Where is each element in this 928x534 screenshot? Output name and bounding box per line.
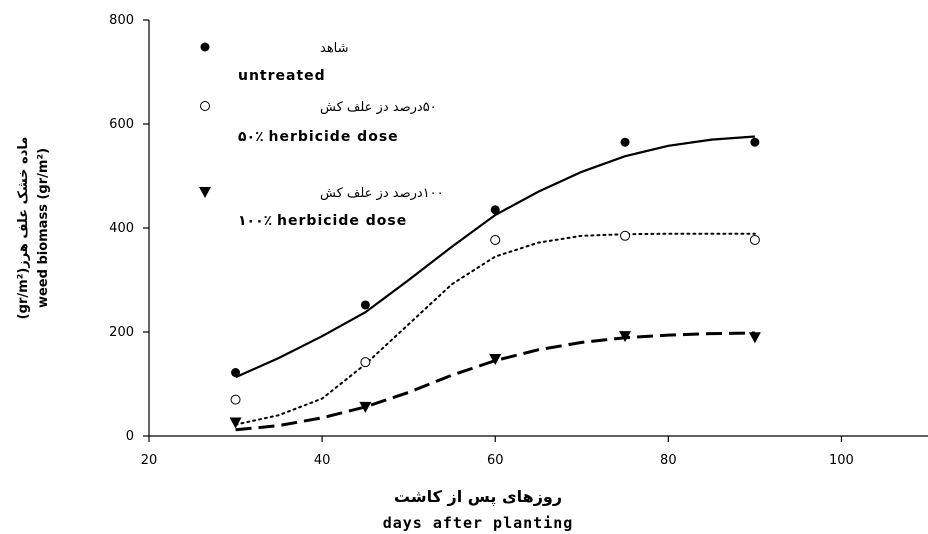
x-axis-label-english: days after planting xyxy=(383,514,574,532)
data-point-series-2 xyxy=(620,230,631,241)
data-points xyxy=(229,137,761,429)
data-point-series-3 xyxy=(489,354,502,366)
data-point-series-1 xyxy=(620,137,630,147)
data-point-series-1 xyxy=(490,205,500,215)
data-point-series-3 xyxy=(229,417,242,429)
fit-curve-series-2 xyxy=(234,232,756,426)
axes: 20 40 60 80 100 0 200 400 600 800 xyxy=(109,13,928,468)
data-point-series-1 xyxy=(750,137,760,147)
y-tick-label: 0 xyxy=(126,429,134,444)
y-axis-label-persian: ماده خشک علف هرز(gr/m²) xyxy=(16,137,31,320)
y-tick-label: 200 xyxy=(109,325,134,340)
legend-marker-series-3 xyxy=(199,187,211,198)
data-point-series-1 xyxy=(231,368,241,378)
data-point-series-1 xyxy=(360,300,370,310)
data-point-series-3 xyxy=(359,401,372,413)
data-point-series-2 xyxy=(230,394,241,405)
y-tick-label: 800 xyxy=(109,13,134,28)
legend-label-english-series-1: untreated xyxy=(238,68,326,84)
y-axis-label-english: weed biomass (gr/m²) xyxy=(36,148,51,308)
x-tick-label: 60 xyxy=(487,453,504,468)
y-tick-label: 400 xyxy=(109,221,134,236)
fit-curve-series-1 xyxy=(235,135,755,379)
data-point-series-2 xyxy=(749,234,760,245)
legend-label-persian-series-3: ۱۰۰درصد دز علف کش xyxy=(320,186,444,201)
x-tick-label: 40 xyxy=(314,453,331,468)
data-point-series-2 xyxy=(490,234,501,245)
legend: شاهد untreated ۵۰درصد دز علف کش ۵۰٪ herbici… xyxy=(199,41,444,229)
x-axis-label-persian: روزهای پس از کاشت xyxy=(394,487,562,507)
legend-label-english-series-3: ۱۰۰٪ herbicide dose xyxy=(238,213,407,229)
fit-curves xyxy=(234,135,756,432)
legend-label-persian-series-2: ۵۰درصد دز علف کش xyxy=(320,100,437,115)
legend-label-english-series-2: ۵۰٪ herbicide dose xyxy=(238,129,399,145)
legend-label-persian-series-1: شاهد xyxy=(320,41,349,56)
legend-marker-series-2 xyxy=(200,101,210,111)
x-tick-label: 100 xyxy=(829,453,854,468)
data-point-series-3 xyxy=(748,332,761,344)
y-tick-label: 600 xyxy=(109,117,134,132)
x-tick-label: 80 xyxy=(660,453,677,468)
data-point-series-2 xyxy=(360,357,371,368)
fit-curve-series-3 xyxy=(235,331,755,432)
x-tick-label: 20 xyxy=(141,453,158,468)
data-point-series-3 xyxy=(619,331,632,343)
legend-marker-series-1 xyxy=(200,42,210,52)
